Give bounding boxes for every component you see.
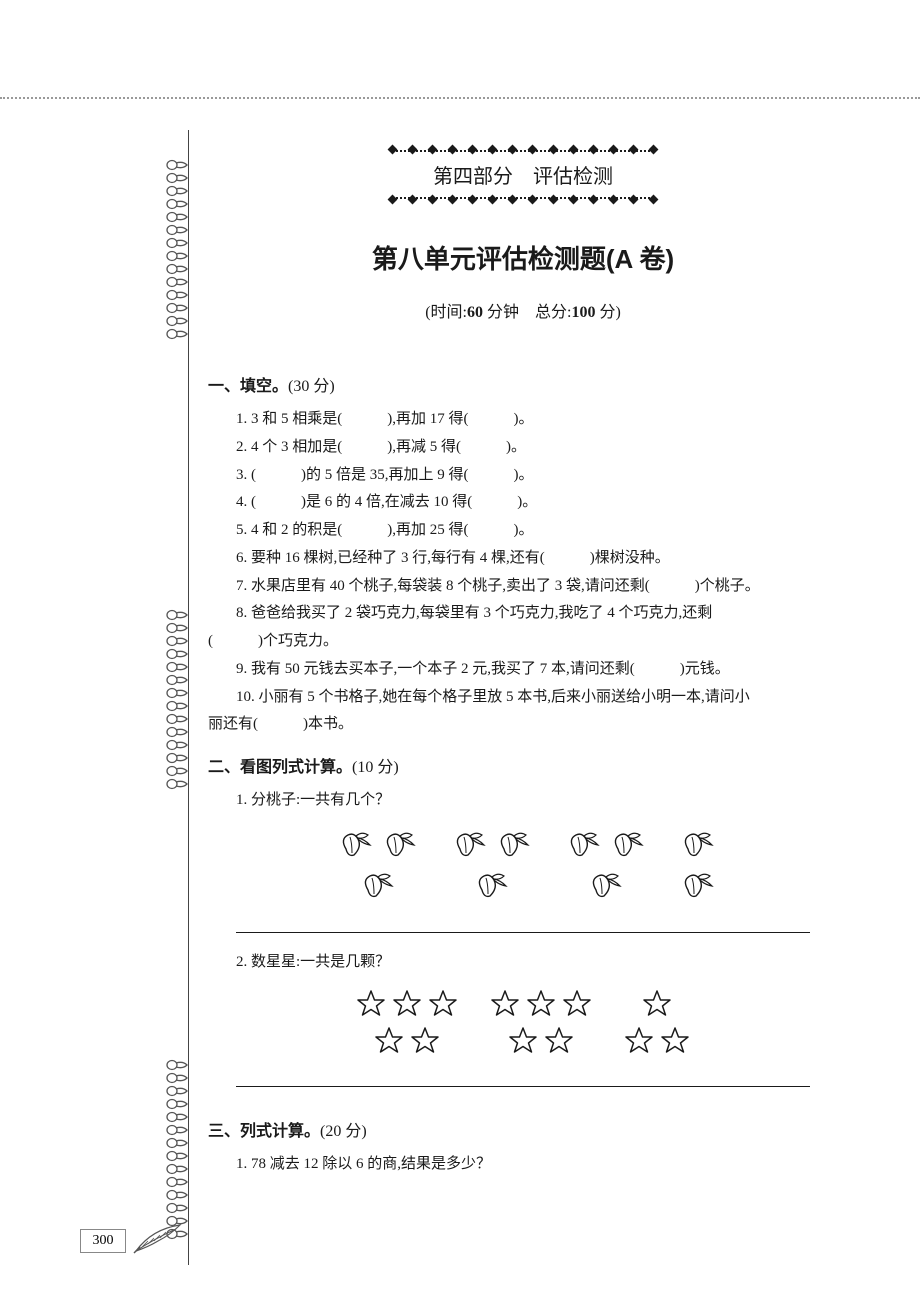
question: 2. 4 个 3 相加是( ),再减 5 得( )。 — [208, 434, 838, 462]
star-figure — [208, 989, 838, 1061]
section-3-head: 三、列式计算。(20 分) — [208, 1117, 838, 1141]
question: 1. 分桃子:一共有几个？ — [208, 787, 838, 815]
star-icon — [391, 989, 423, 1019]
subtitle-text: (时间: — [425, 304, 467, 321]
feather-icon — [132, 1221, 192, 1255]
page-title: 第八单元评估检测题(A 卷) — [208, 239, 838, 276]
score-value: 100 — [571, 304, 595, 321]
peach-icon — [604, 827, 644, 861]
star-icon — [525, 989, 557, 1019]
time-value: 60 — [467, 304, 483, 321]
spiral-binding — [164, 1058, 190, 1240]
answer-blank — [236, 1069, 810, 1087]
section-banner: 第四部分 评估检测 — [393, 150, 653, 199]
spiral-binding — [164, 158, 190, 340]
star-icon — [623, 1026, 655, 1056]
section-1-head: 一、填空。(30 分) — [208, 372, 838, 396]
banner-ornament — [389, 146, 657, 153]
question: 6. 要种 16 棵树,已经种了 3 行,每行有 4 棵,还有( )棵树没种。 — [208, 545, 838, 573]
question: 9. 我有 50 元钱去买本子,一个本子 2 元,我买了 7 本,请问还剩( )… — [208, 656, 838, 684]
peach-icon — [674, 868, 714, 902]
question: 1. 78 减去 12 除以 6 的商,结果是多少？ — [208, 1151, 838, 1179]
section-points: (20 分) — [320, 1123, 367, 1140]
star-icon — [355, 989, 387, 1019]
question-cont: 丽还有( )本书。 — [208, 711, 838, 739]
peach-icon — [560, 827, 600, 861]
page-content: 第四部分 评估检测 第八单元评估检测题(A 卷) (时间:60 分钟 总分:10… — [208, 150, 838, 1178]
star-icon — [489, 989, 521, 1019]
peach-icon — [468, 868, 508, 902]
page-divider — [0, 97, 920, 99]
star-icon — [427, 989, 459, 1019]
peach-icon — [446, 827, 486, 861]
peach-icon — [674, 827, 714, 861]
section-2-head: 二、看图列式计算。(10 分) — [208, 753, 838, 777]
star-icon — [409, 1026, 441, 1056]
question: 8. 爸爸给我买了 2 袋巧克力,每袋里有 3 个巧克力,我吃了 4 个巧克力,… — [208, 600, 838, 628]
section-points: (10 分) — [352, 759, 399, 776]
star-icon — [659, 1026, 691, 1056]
star-icon — [507, 1026, 539, 1056]
section-label: 二、看图列式计算。 — [208, 759, 352, 776]
section-label: 三、列式计算。 — [208, 1123, 320, 1140]
subtitle-text: 分) — [595, 304, 620, 321]
answer-blank — [236, 915, 810, 933]
question: 10. 小丽有 5 个书格子,她在每个格子里放 5 本书,后来小丽送给小明一本,… — [208, 684, 838, 712]
question: 2. 数星星:一共是几颗？ — [208, 949, 838, 977]
question: 5. 4 和 2 的积是( ),再加 25 得( )。 — [208, 517, 838, 545]
page-number-area: 300 — [80, 1221, 192, 1253]
question: 4. ( )是 6 的 4 倍,在减去 10 得( )。 — [208, 489, 838, 517]
banner-ornament — [389, 196, 657, 203]
peach-icon — [376, 827, 416, 861]
page-subtitle: (时间:60 分钟 总分:100 分) — [208, 298, 838, 322]
star-icon — [561, 989, 593, 1019]
star-icon — [641, 989, 673, 1019]
question: 3. ( )的 5 倍是 35,再加上 9 得( )。 — [208, 462, 838, 490]
spiral-binding — [164, 608, 190, 790]
peach-figure — [208, 827, 838, 907]
peach-icon — [490, 827, 530, 861]
page-number: 300 — [80, 1229, 126, 1253]
section-points: (30 分) — [288, 378, 335, 395]
banner-text: 第四部分 评估检测 — [433, 166, 613, 188]
question: 1. 3 和 5 相乘是( ),再加 17 得( )。 — [208, 406, 838, 434]
subtitle-text: 分钟 总分: — [483, 304, 571, 321]
peach-icon — [332, 827, 372, 861]
question-cont: ( )个巧克力。 — [208, 628, 838, 656]
star-icon — [543, 1026, 575, 1056]
question: 7. 水果店里有 40 个桃子,每袋装 8 个桃子,卖出了 3 袋,请问还剩( … — [208, 573, 838, 601]
section-label: 一、填空。 — [208, 378, 288, 395]
peach-icon — [582, 868, 622, 902]
star-icon — [373, 1026, 405, 1056]
peach-icon — [354, 868, 394, 902]
